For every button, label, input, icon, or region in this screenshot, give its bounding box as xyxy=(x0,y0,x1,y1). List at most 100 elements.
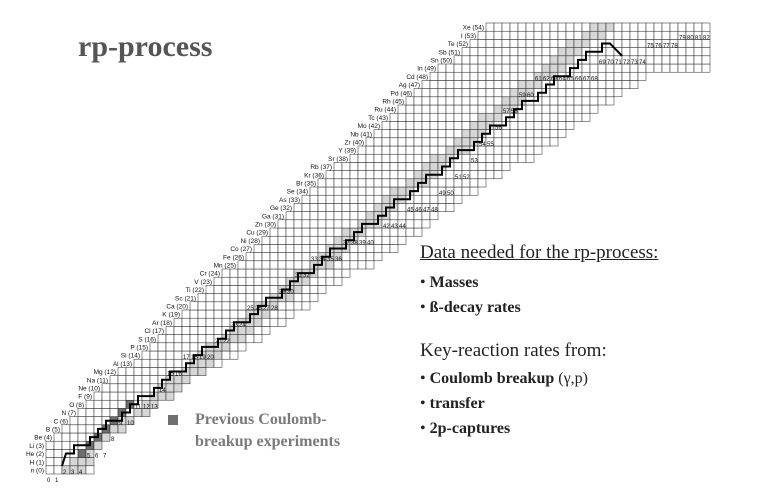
nuclide-cell xyxy=(461,121,471,130)
element-label: Zn (30) xyxy=(255,222,276,229)
nuclide-cell xyxy=(477,30,487,40)
nuclide-cell xyxy=(301,301,311,311)
nuclide-cell xyxy=(261,276,271,286)
nuclide-cell xyxy=(517,30,527,40)
nuclide-cell xyxy=(101,432,111,442)
neutron-number-label: 73 xyxy=(631,60,638,66)
nuclide-cell xyxy=(477,153,487,163)
nuclide-cell xyxy=(565,121,575,130)
nuclide-cell xyxy=(149,358,159,368)
element-label: Co (27) xyxy=(230,246,252,253)
neutron-number-label: 67 xyxy=(583,76,590,82)
nuclide-cell xyxy=(229,350,239,360)
nuclide-cell xyxy=(237,309,247,319)
nuclide-cell xyxy=(573,39,583,48)
nuclide-cell xyxy=(477,96,487,106)
nuclide-cell xyxy=(381,129,391,139)
element-label: K (19) xyxy=(162,312,180,319)
neutron-number-label: 74 xyxy=(639,60,646,66)
nuclide-cell xyxy=(109,383,119,393)
nuclide-cell xyxy=(501,153,511,163)
neutron-number-label: 45 xyxy=(407,208,414,214)
nuclide-cell xyxy=(509,39,519,48)
neutron-number-label: 76 xyxy=(655,44,662,50)
nuclide-cell xyxy=(301,219,311,229)
nuclide-cell xyxy=(405,162,415,171)
nuclide-cell xyxy=(589,39,599,48)
element-label: Sr (38) xyxy=(328,156,348,163)
element-label: P (15) xyxy=(130,345,148,352)
nuclide-cell xyxy=(597,22,607,32)
nuclide-cell xyxy=(589,104,599,114)
nuclide-cell xyxy=(333,186,343,196)
nuclide-cell xyxy=(509,121,519,130)
element-label: Nb (41) xyxy=(350,131,372,138)
neutron-number-label: 42 xyxy=(383,224,390,230)
nuclide-cell xyxy=(437,71,447,81)
key-reactions-heading: Key-reaction rates from: xyxy=(420,340,607,361)
nuclide-cell xyxy=(525,112,535,122)
nuclide-cell xyxy=(261,285,271,294)
nuclide-cell xyxy=(93,408,103,417)
nuclide-cell xyxy=(189,317,199,327)
nuclide-cell xyxy=(197,309,207,319)
nuclide-cell xyxy=(293,252,303,262)
nuclide-cell xyxy=(173,342,183,352)
nuclide-cell xyxy=(205,301,215,311)
nuclide-cell xyxy=(557,96,567,106)
nuclide-cell xyxy=(525,63,535,73)
nuclide-cell xyxy=(405,121,415,130)
neutron-number-label: 68 xyxy=(591,76,598,82)
nuclide-cell xyxy=(157,350,167,360)
nuclide-cell xyxy=(221,317,231,327)
nuclide-cell xyxy=(533,55,543,65)
nuclide-cell xyxy=(565,88,575,98)
nuclide-cell xyxy=(317,276,327,286)
nuclide-cell xyxy=(117,399,127,409)
nuclide-cell xyxy=(469,96,479,106)
nuclide-cell xyxy=(485,88,495,98)
nuclide-cell xyxy=(373,227,383,237)
nuclide-cell xyxy=(469,80,479,89)
nuclide-cell xyxy=(501,47,511,57)
nuclide-cell xyxy=(573,96,583,106)
nuclide-cell xyxy=(373,129,383,139)
neutron-number-label: 46 xyxy=(415,208,422,214)
nuclide-cell xyxy=(421,145,431,155)
nuclide-cell xyxy=(357,211,367,221)
nuclide-cell xyxy=(589,63,599,73)
nuclide-cell xyxy=(189,301,199,311)
nuclide-cell xyxy=(629,22,639,32)
neutron-number-label: 1 xyxy=(55,478,59,484)
nuclide-cell xyxy=(197,367,207,376)
nuclide-cell xyxy=(373,137,383,147)
nuclide-cell xyxy=(317,268,327,278)
nuclide-cell xyxy=(437,145,447,155)
nuclide-cell xyxy=(373,235,383,245)
element-label: n (0) xyxy=(31,468,44,475)
nuclide-cell xyxy=(461,112,471,122)
nuclide-cell xyxy=(493,153,503,163)
nuclide-cell xyxy=(661,22,671,32)
element-label: Ru (44) xyxy=(374,107,396,114)
nuclide-cell xyxy=(381,235,391,245)
nuclide-cell xyxy=(485,170,495,180)
nuclide-cell xyxy=(501,80,511,89)
neutron-number-label: 80 xyxy=(687,35,694,41)
nuclide-cell xyxy=(405,104,415,114)
nuclide-cell xyxy=(661,63,671,73)
nuclide-cell xyxy=(581,88,591,98)
nuclide-cell xyxy=(325,194,335,204)
nuclide-cell xyxy=(165,342,175,352)
element-label: Mo (42) xyxy=(358,123,380,130)
nuclide-cell xyxy=(357,203,367,212)
nuclide-cell xyxy=(325,186,335,196)
nuclide-cell xyxy=(357,260,367,270)
legend: Previous Coulomb- breakup experiments xyxy=(168,409,340,453)
nuclide-cell xyxy=(421,88,431,98)
nuclide-cell xyxy=(413,162,423,171)
neutron-number-label: 62 xyxy=(543,76,550,82)
nuclide-cell xyxy=(309,211,319,221)
nuclide-cell xyxy=(197,334,207,344)
nuclide-cell xyxy=(389,235,399,245)
